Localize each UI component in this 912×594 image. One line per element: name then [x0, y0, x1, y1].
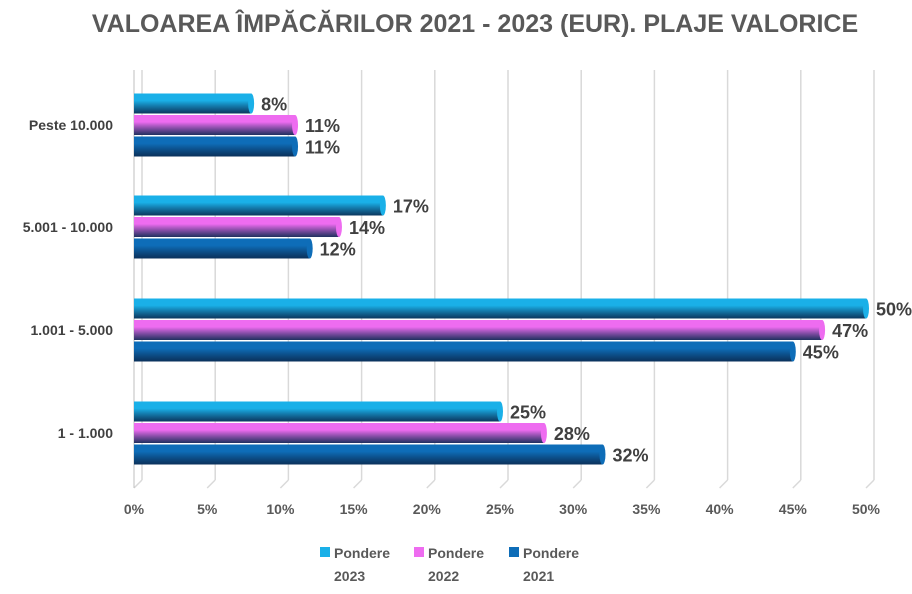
data-label: 47% — [832, 321, 868, 341]
data-label: 11% — [305, 116, 340, 136]
legend-label-year: 2023 — [334, 568, 365, 584]
legend-label: Pondere — [428, 545, 484, 561]
x-tick-label: 45% — [779, 501, 808, 517]
x-tick-label: 0% — [124, 501, 145, 517]
legend-label-year: 2021 — [523, 568, 554, 584]
data-label: 14% — [349, 218, 385, 238]
gridline-floor — [645, 479, 655, 489]
bar-cap — [292, 115, 299, 135]
bar-shading — [134, 401, 500, 422]
x-axis-ticks: 0% 5% 10% 15% 20% 25% 30% 35% 40% 45% 50% — [124, 501, 881, 517]
legend: Pondere 2023 Pondere 2022 Pondere 2021 — [320, 545, 579, 584]
legend-swatch — [509, 547, 519, 557]
gridline-floor — [353, 479, 363, 489]
data-label: 8% — [261, 95, 287, 115]
legend-swatch — [320, 547, 330, 557]
data-label: 25% — [510, 403, 546, 423]
legend-label: Pondere — [523, 545, 579, 561]
gridline-floor — [865, 479, 875, 489]
x-tick-label: 50% — [852, 501, 881, 517]
bar-cap — [306, 238, 313, 259]
bar-shading — [134, 320, 823, 340]
x-tick-label: 25% — [486, 501, 515, 517]
bars: 8% 11%11% 17% 14%12% 50% 47%45% 25% 28% 32% — [134, 93, 912, 466]
y-category-label: 5.001 - 10.000 — [23, 219, 114, 235]
bar-cap — [292, 136, 299, 157]
x-tick-label: 10% — [266, 501, 295, 517]
bar-cap — [335, 217, 342, 237]
gridline-floor — [426, 479, 436, 489]
bar-shading — [134, 298, 866, 319]
x-tick-label: 30% — [559, 501, 588, 517]
bar-cap — [599, 444, 606, 465]
data-label: 28% — [554, 424, 590, 444]
gridline-floor — [499, 479, 509, 489]
bar-shading — [134, 444, 603, 465]
bar-cap — [248, 93, 255, 114]
bar-shading — [134, 238, 310, 259]
bar-shading — [134, 136, 296, 157]
gridline-floor — [279, 479, 289, 489]
data-label: 17% — [393, 197, 429, 217]
x-tick-label: 5% — [197, 501, 218, 517]
bar-cap — [863, 298, 869, 319]
bar-shading — [134, 115, 296, 135]
gridline-floor — [572, 479, 582, 489]
bar-cap — [819, 320, 826, 340]
bar-cap — [789, 341, 796, 362]
bar-cap — [497, 401, 503, 422]
gridline-floor — [719, 479, 729, 489]
gridline-floor — [133, 479, 143, 489]
bar-shading — [134, 341, 793, 362]
legend-label: Pondere — [334, 545, 390, 561]
legend-item: Pondere 2022 — [414, 545, 484, 584]
bar-cap — [540, 423, 547, 443]
legend-item: Pondere 2021 — [509, 545, 579, 584]
gridline-floor — [206, 479, 216, 489]
y-category-label: 1.001 - 5.000 — [30, 322, 113, 338]
data-label: 45% — [803, 343, 839, 363]
data-label: 50% — [876, 300, 912, 320]
legend-label-year: 2022 — [428, 568, 459, 584]
x-tick-label: 35% — [632, 501, 661, 517]
bar-shading — [134, 423, 544, 443]
data-label: 12% — [320, 240, 356, 260]
chart-title: VALOAREA ÎMPĂCĂRILOR 2021 - 2023 (EUR). … — [92, 8, 858, 38]
data-label: 32% — [612, 446, 648, 466]
x-tick-label: 15% — [340, 501, 369, 517]
legend-swatch — [414, 547, 424, 557]
x-tick-label: 40% — [706, 501, 735, 517]
gridline-floor — [792, 479, 802, 489]
y-axis-categories: Peste 10.000 5.001 - 10.000 1.001 - 5.000 1… — [23, 117, 114, 441]
y-category-label: Peste 10.000 — [29, 117, 113, 133]
bar-shading — [134, 217, 339, 237]
bar-shading — [134, 195, 383, 216]
bar-cap — [379, 195, 386, 216]
data-label: 11% — [305, 138, 340, 158]
y-category-label: 1 - 1.000 — [58, 425, 113, 441]
bar-shading — [134, 93, 252, 114]
legend-item: Pondere 2023 — [320, 545, 390, 584]
x-tick-label: 20% — [413, 501, 442, 517]
